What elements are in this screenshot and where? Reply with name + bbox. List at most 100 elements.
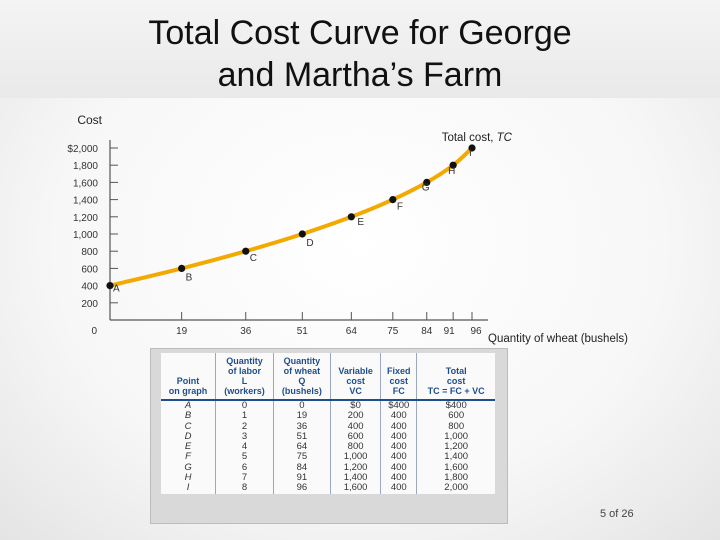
x-tick-label: 91 bbox=[444, 326, 456, 337]
table-header-row: Point on graph Quantity of labor L (worke… bbox=[161, 353, 495, 401]
table-cell: 1,800 bbox=[444, 472, 469, 484]
table-row: C 2 36 400 400 800 bbox=[161, 421, 495, 432]
y-tick-label: 1,400 bbox=[73, 196, 98, 207]
table-cell: 51 bbox=[273, 431, 332, 443]
table-row: I 8 96 1,600 400 2,000 bbox=[161, 483, 495, 494]
table-cell: 400 bbox=[380, 462, 418, 474]
table-row: G 6 84 1,200 400 1,600 bbox=[161, 462, 495, 474]
table-cell: F bbox=[161, 452, 217, 463]
chart-axes bbox=[109, 140, 488, 321]
table-cell: 600 bbox=[448, 410, 465, 422]
table-cell: 1,600 bbox=[330, 483, 382, 494]
table-cell: 400 bbox=[380, 472, 418, 484]
table-row: H 7 91 1,400 400 1,800 bbox=[161, 472, 495, 484]
x-tick-label: 51 bbox=[297, 326, 309, 337]
x-tick-label: 96 bbox=[470, 326, 482, 337]
y-tick-label: 1,800 bbox=[73, 161, 98, 172]
table-cell: $0 bbox=[330, 400, 382, 412]
table-cell: 1,000 bbox=[330, 452, 382, 463]
data-point-label: F bbox=[397, 202, 403, 213]
table-cell: E bbox=[161, 441, 217, 453]
y-tick-label: 400 bbox=[81, 282, 98, 293]
table-cell: H bbox=[161, 472, 217, 484]
table-cell: 400 bbox=[380, 441, 418, 453]
y-tick-label: 200 bbox=[81, 299, 98, 310]
data-point-label: E bbox=[357, 217, 364, 228]
table-header-cell: Total cost TC = FC + VC bbox=[416, 353, 495, 401]
table-header-cell: Variable cost VC bbox=[330, 353, 382, 401]
table-header-cell: Point on graph bbox=[161, 353, 217, 401]
y-tick-label: 800 bbox=[81, 247, 98, 258]
x-tick-label: 64 bbox=[346, 326, 358, 337]
tc-curve bbox=[108, 146, 474, 288]
table-cell: 4 bbox=[215, 441, 274, 453]
table-cell: 400 bbox=[380, 452, 418, 463]
table-cell: D bbox=[161, 431, 217, 443]
x-tick-label: 36 bbox=[240, 326, 252, 337]
table-cell: 800 bbox=[330, 441, 382, 453]
y-axis-label: Cost bbox=[77, 113, 102, 127]
y-tick-label: 600 bbox=[81, 264, 98, 275]
data-point-label: D bbox=[306, 238, 313, 249]
data-point-label: I bbox=[469, 148, 472, 159]
table-header-cell: Fixed cost FC bbox=[380, 353, 418, 401]
data-point-label: C bbox=[250, 253, 257, 264]
table-cell: I bbox=[161, 483, 217, 494]
table-row: D 3 51 600 400 1,000 bbox=[161, 430, 495, 443]
data-point-marker bbox=[178, 264, 186, 272]
table-cell: 0 bbox=[215, 400, 274, 412]
y-tick-label: 1,600 bbox=[73, 178, 98, 189]
x-tick-label: 19 bbox=[176, 326, 188, 337]
title-band bbox=[0, 0, 720, 98]
table-row: A 0 0 $0 $400 $400 bbox=[161, 400, 495, 412]
table-cell: 1,400 bbox=[330, 472, 382, 484]
table-cell: C bbox=[161, 421, 217, 432]
series-label: Total cost, TC bbox=[442, 132, 513, 144]
table-cell: 1,000 bbox=[444, 430, 469, 442]
data-point-label: B bbox=[186, 272, 193, 283]
x-axis-ticks: 0 19 36 51 64 75 84 91 96 bbox=[91, 312, 482, 337]
table-cell: 6 bbox=[215, 462, 274, 474]
y-axis-ticks: 200 400 600 800 1,000 1,200 1,400 1,600 1,800 $2,… bbox=[67, 144, 118, 310]
table-cell: A bbox=[161, 400, 217, 412]
table-cell: 64 bbox=[273, 441, 332, 453]
table-cell: 7 bbox=[215, 472, 274, 484]
series-layer bbox=[106, 144, 476, 290]
table-cell: G bbox=[161, 462, 217, 474]
data-point-marker bbox=[468, 144, 476, 152]
table-header-cell: Quantity of labor L (workers) bbox=[215, 353, 274, 401]
table-cell: 400 bbox=[330, 421, 382, 432]
x-axis-label: Quantity of wheat (bushels) bbox=[488, 333, 628, 345]
y-tick-label: 1,000 bbox=[73, 230, 98, 241]
table-cell: 2 bbox=[215, 421, 274, 432]
data-point-marker bbox=[347, 213, 355, 221]
table-cell: 91 bbox=[273, 472, 332, 484]
y-tick-label: 1,200 bbox=[73, 213, 98, 224]
data-point-marker bbox=[242, 247, 250, 255]
y-tick-label: $2,000 bbox=[67, 144, 98, 155]
x-tick-label: 75 bbox=[387, 326, 399, 337]
table-cell: 19 bbox=[273, 410, 332, 422]
cost-table: Point on graph Quantity of labor L (worke… bbox=[161, 353, 495, 494]
table-header-cell: Quantity of wheat Q (bushels) bbox=[273, 353, 332, 401]
table-cell: 200 bbox=[330, 410, 382, 422]
table-cell: 1 bbox=[215, 410, 274, 422]
table-cell: $400 bbox=[445, 400, 467, 411]
table-cell: 1,400 bbox=[444, 451, 469, 463]
table-cell: 36 bbox=[273, 421, 332, 432]
table-cell: 8 bbox=[215, 483, 274, 494]
table-cell: B bbox=[161, 410, 217, 422]
table-body: A 0 0 $0 $400 $400 B 1 19 200 400 600 C 2 36 400 400 800 D… bbox=[161, 400, 495, 494]
table-cell: 5 bbox=[215, 452, 274, 463]
table-cell: 400 bbox=[380, 431, 418, 443]
x-tick-label: 84 bbox=[421, 326, 433, 337]
table-row: E 4 64 800 400 1,200 bbox=[161, 441, 495, 453]
data-point-marker bbox=[449, 161, 457, 169]
slide-title: Total Cost Curve for George and Martha’s… bbox=[148, 14, 572, 94]
table-cell: 0 bbox=[273, 400, 332, 412]
data-point-label: H bbox=[448, 166, 455, 177]
cost-table-panel: Point on graph Quantity of labor L (worke… bbox=[150, 348, 508, 524]
table-row: F 5 75 1,000 400 1,400 bbox=[161, 451, 495, 463]
table-cell: 400 bbox=[380, 421, 418, 432]
